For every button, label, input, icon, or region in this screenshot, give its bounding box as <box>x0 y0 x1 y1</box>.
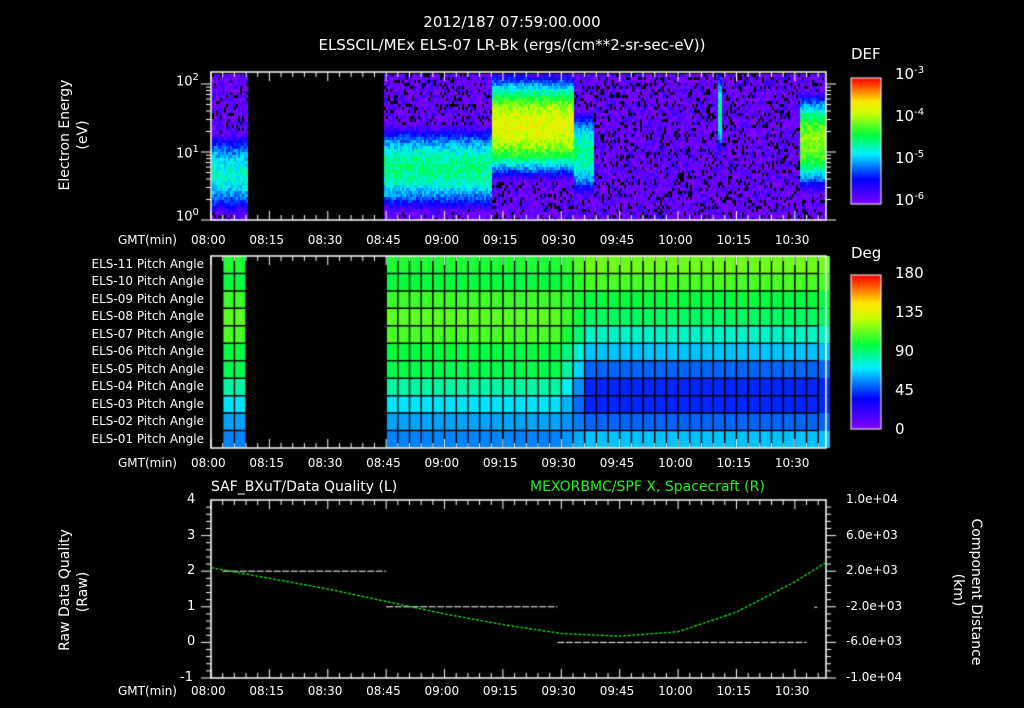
time-tick-label: 09:30 <box>541 456 576 470</box>
pitch-angle-row-label: ELS-04 Pitch Angle <box>91 379 204 394</box>
time-tick-label: 09:45 <box>599 456 635 470</box>
energy-tick-100: 102 <box>176 72 199 90</box>
distance-tick-label: -1.0e+04 <box>846 670 903 684</box>
time-tick-label: 08:30 <box>307 233 343 247</box>
distance-tick-label: 1.0e+04 <box>846 492 898 506</box>
time-tick-label: 08:00 <box>191 456 226 470</box>
time-tick-label: 08:30 <box>307 684 343 698</box>
time-tick-label: 08:15 <box>249 233 284 247</box>
pitch-angle-row-label: ELS-11 Pitch Angle <box>91 257 204 271</box>
time-tick-label: 10:00 <box>658 456 693 470</box>
pitch-angle-row-label: ELS-02 Pitch Angle <box>91 414 204 429</box>
time-tick-label: 08:15 <box>249 456 284 470</box>
plot-subtitle: ELSSCIL/MEx ELS-07 LR-Bk (ergs/(cm**2-sr… <box>318 36 706 54</box>
energy-axis-label: Electron Energy <box>57 79 73 191</box>
def-colorbar-title: DEF <box>851 45 881 63</box>
pitch-angle-row-label: ELS-03 Pitch Angle <box>91 396 204 411</box>
time-tick-label: 10:15 <box>716 233 752 247</box>
time-tick-label: 08:00 <box>191 684 226 698</box>
time-tick-label: 09:00 <box>424 456 460 470</box>
distance-axis-unit: (km) <box>950 573 966 607</box>
time-tick-label: 08:45 <box>366 684 401 698</box>
time-tick-label: 10:00 <box>658 233 693 247</box>
deg-colorbar-title: Deg <box>851 244 882 262</box>
gmt-label-1: GMT(min) <box>118 233 177 247</box>
time-tick-label: 09:15 <box>482 684 518 698</box>
def-tick-1e-6: 10-6 <box>895 191 925 209</box>
pitch-angle-row-label: ELS-07 Pitch Angle <box>91 326 204 341</box>
time-tick-label: 08:45 <box>366 233 401 247</box>
quality-axis-label: Raw Data Quality <box>57 529 73 651</box>
energy-axis-unit: (eV) <box>75 120 91 150</box>
deg-tick-135: 135 <box>895 303 924 321</box>
quality-plot-title: SAF_BXuT/Data Quality (L) <box>211 479 398 495</box>
gmt-label-3: GMT(min) <box>118 684 177 698</box>
distance-tick-label: 2.0e+03 <box>846 563 898 578</box>
time-tick-label: 10:30 <box>774 233 810 247</box>
time-tick-label: 10:15 <box>716 456 752 470</box>
time-tick-label: 09:00 <box>424 684 460 698</box>
def-tick-1e-4: 10-4 <box>895 107 925 125</box>
time-tick-label: 10:30 <box>774 684 810 698</box>
def-tick-1e-3: 10-3 <box>895 65 925 83</box>
pitch-angle-row-label: ELS-09 Pitch Angle <box>91 291 204 306</box>
pitch-angle-row-label: ELS-10 Pitch Angle <box>91 274 204 289</box>
time-tick-label: 10:00 <box>658 684 693 698</box>
time-tick-label: 09:30 <box>541 233 576 247</box>
time-tick-label: 08:45 <box>366 456 401 470</box>
pitch-angle-row-label: ELS-08 Pitch Angle <box>91 309 204 324</box>
quality-tick-label: 2 <box>187 563 196 579</box>
energy-tick-1: 100 <box>176 207 199 225</box>
time-tick-label: 08:00 <box>191 233 226 247</box>
time-tick-label: 09:30 <box>541 684 576 698</box>
plot-timestamp: 2012/187 07:59:00.000 <box>423 13 601 31</box>
deg-tick-90: 90 <box>895 342 915 360</box>
quality-tick-label: -1 <box>180 670 193 685</box>
pitch-angle-row-label: ELS-06 Pitch Angle <box>91 344 204 359</box>
time-tick-label: 09:15 <box>482 233 518 247</box>
quality-axis-unit: (Raw) <box>75 571 91 613</box>
pitch-angle-row-label: ELS-01 Pitch Angle <box>91 431 204 446</box>
gmt-label-2: GMT(min) <box>118 456 177 470</box>
time-tick-label: 10:15 <box>716 684 752 698</box>
quality-tick-label: 1 <box>187 598 196 614</box>
quality-tick-label: 4 <box>187 492 196 507</box>
time-tick-label: 08:15 <box>249 684 284 698</box>
quality-tick-label: 3 <box>187 527 196 543</box>
time-tick-label: 08:30 <box>307 456 343 470</box>
distance-axis-label: Component Distance <box>968 518 984 666</box>
spf-x-plot-title: MEXORBMC/SPF X, Spacecraft (R) <box>530 479 765 495</box>
time-tick-label: 09:45 <box>599 233 635 247</box>
time-tick-label: 09:00 <box>424 233 460 247</box>
pitch-angle-row-label: ELS-05 Pitch Angle <box>91 361 204 376</box>
time-tick-label: 10:30 <box>774 456 810 470</box>
time-tick-label: 09:15 <box>482 456 518 470</box>
energy-tick-10: 101 <box>176 144 199 162</box>
deg-tick-180: 180 <box>895 264 924 282</box>
time-tick-label: 09:45 <box>599 684 635 698</box>
distance-tick-label: -6.0e+03 <box>846 634 903 649</box>
quality-tick-label: 0 <box>187 634 196 650</box>
distance-tick-label: 6.0e+03 <box>846 527 898 542</box>
deg-tick-0: 0 <box>895 420 905 438</box>
def-tick-1e-5: 10-5 <box>895 149 925 167</box>
deg-tick-45: 45 <box>895 381 915 399</box>
distance-tick-label: -2.0e+03 <box>846 598 903 613</box>
